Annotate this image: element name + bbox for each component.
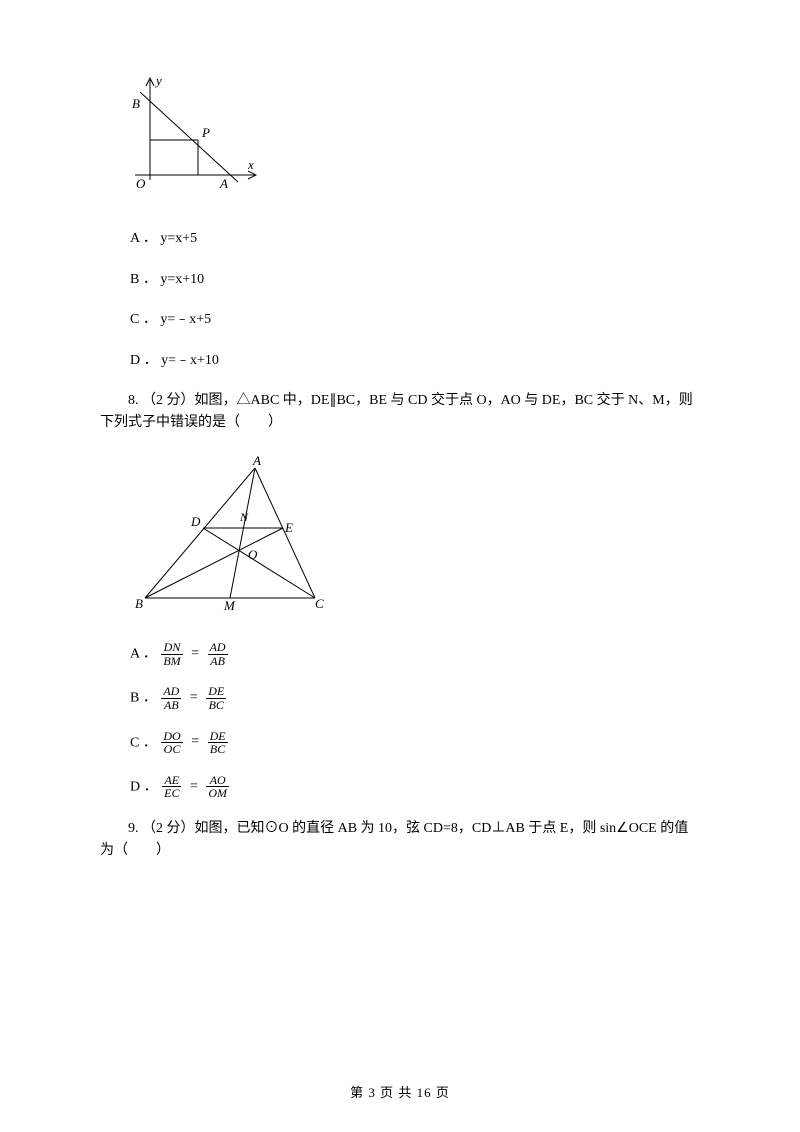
label-B: B (132, 96, 140, 111)
label-A2: A (252, 453, 261, 468)
eq-A: = (191, 643, 199, 665)
q8-B-prefix: B ． (130, 691, 157, 706)
label-O2: O (248, 547, 258, 562)
label-B2: B (135, 596, 143, 611)
q8-option-B: B ． ADAB = DEBC (130, 685, 700, 711)
q8-stem: 8. （2 分）如图，△ABC 中，DE∥BC，BE 与 CD 交于点 O，AO… (100, 390, 700, 435)
frac-D-left: AEEC (162, 774, 181, 800)
q9-stem: 9. （2 分）如图，已知⊙O 的直径 AB 为 10，弦 CD=8，CD⊥AB… (100, 818, 700, 863)
q8-C-prefix: C ． (130, 735, 157, 750)
q8-option-A: A ． DNBM = ADAB (130, 641, 700, 667)
eq-D: = (190, 776, 198, 798)
eq-C: = (191, 731, 199, 753)
label-N2: N (239, 510, 249, 524)
page-content: y B P x O A A ． y=x+5 B ． y=x+10 C ． y=﹣… (100, 70, 700, 863)
q8-option-D: D ． AEEC = AOOM (130, 774, 700, 800)
label-E2: E (284, 520, 293, 535)
frac-C-left: DOOC (161, 730, 182, 756)
label-P: P (201, 125, 210, 140)
q8-option-C: C ． DOOC = DEBC (130, 730, 700, 756)
frac-B-left: ADAB (161, 685, 181, 711)
label-O: O (136, 176, 146, 191)
q8-A-prefix: A ． (130, 646, 157, 661)
figure-q7-svg: y B P x O A (120, 70, 270, 200)
label-A: A (219, 176, 228, 191)
figure-q8-svg: A D N E O B M C (125, 453, 335, 613)
frac-B-right: DEBC (206, 685, 226, 711)
frac-D-right: AOOM (206, 774, 229, 800)
figure-q8: A D N E O B M C (125, 453, 700, 621)
label-M2: M (223, 598, 236, 613)
page-footer: 第 3 页 共 16 页 (0, 1083, 800, 1104)
figure-q7: y B P x O A (120, 70, 700, 208)
q7-option-D: D ． y=﹣x+10 (130, 350, 700, 372)
eq-B: = (190, 687, 198, 709)
q7-option-C: C ． y=﹣x+5 (130, 309, 700, 331)
q7-option-A: A ． y=x+5 (130, 228, 700, 250)
label-D2: D (190, 514, 201, 529)
frac-C-right: DEBC (208, 730, 228, 756)
label-C2: C (315, 596, 324, 611)
q7-option-B: B ． y=x+10 (130, 269, 700, 291)
label-y: y (154, 73, 162, 88)
q8-D-prefix: D ． (130, 779, 158, 794)
frac-A-left: DNBM (161, 641, 182, 667)
label-x: x (247, 157, 254, 172)
frac-A-right: ADAB (208, 641, 228, 667)
